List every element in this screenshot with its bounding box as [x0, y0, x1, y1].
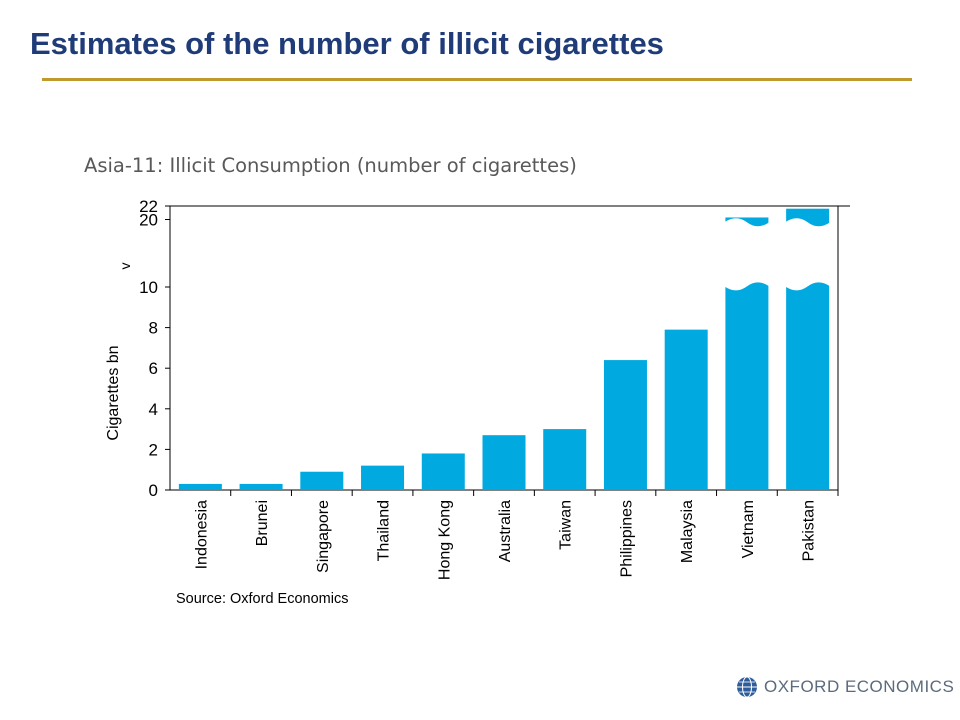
y-tick-label: 20	[139, 211, 158, 230]
source-note: Source: Oxford Economics	[176, 591, 348, 607]
y-tick-label: 6	[149, 359, 158, 378]
x-tick-label: Australia	[497, 500, 514, 562]
x-tick-label: Malaysia	[679, 500, 696, 563]
y-tick-label: 22	[139, 197, 158, 216]
bar-singapore	[300, 471, 344, 490]
x-tick-label: Pakistan	[801, 500, 818, 561]
globe-icon	[737, 676, 757, 698]
logo-text: OXFORD ECONOMICS	[764, 677, 955, 696]
axis-break-gap	[724, 218, 770, 291]
axis-break-marker: v	[117, 263, 133, 270]
oxford-economics-logo: OXFORD ECONOMICS	[736, 676, 954, 698]
y-tick-label: 10	[139, 278, 158, 297]
x-tick-label: Thailand	[376, 500, 393, 561]
y-tick-label: 8	[149, 319, 158, 338]
y-axis-label: Cigarettes bn	[105, 345, 122, 440]
bar-thailand	[361, 465, 405, 490]
x-tick-label: Hong Kong	[436, 500, 453, 580]
y-tick-label: 4	[149, 400, 158, 419]
bar-malaysia	[664, 329, 708, 490]
bar-indonesia	[178, 483, 222, 490]
bar-australia	[482, 435, 526, 490]
y-tick-label: 0	[149, 481, 158, 500]
bar-philippines	[603, 360, 647, 490]
slide-title: Estimates of the number of illicit cigar…	[30, 26, 664, 61]
x-tick-label: Indonesia	[193, 500, 210, 569]
x-tick-label: Philippines	[618, 500, 635, 577]
bar-taiwan	[543, 429, 587, 490]
x-tick-label: Taiwan	[558, 500, 575, 550]
y-tick-label: 2	[149, 440, 158, 459]
axis-break-gap	[785, 218, 831, 291]
x-tick-label: Singapore	[315, 500, 332, 573]
bar-hong-kong	[421, 453, 465, 490]
bar-brunei	[239, 483, 283, 490]
chart-title: Asia-11: Illicit Consumption (number of …	[84, 154, 577, 177]
title-divider	[42, 78, 912, 81]
x-tick-label: Vietnam	[740, 500, 757, 558]
x-tick-label: Brunei	[254, 500, 271, 546]
